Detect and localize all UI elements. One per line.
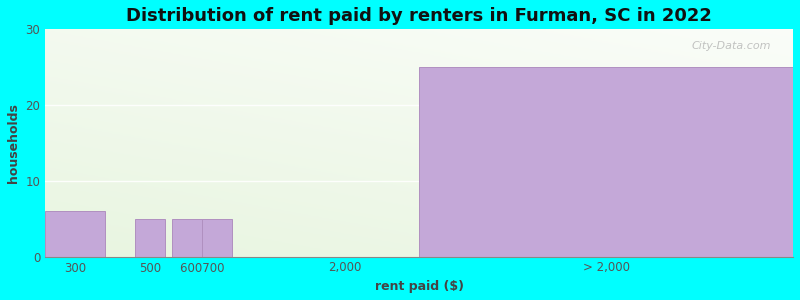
Bar <box>419 67 793 256</box>
Bar <box>202 219 232 256</box>
Y-axis label: households: households <box>7 103 20 183</box>
Bar <box>135 219 165 256</box>
X-axis label: rent paid ($): rent paid ($) <box>374 280 464 293</box>
Title: Distribution of rent paid by renters in Furman, SC in 2022: Distribution of rent paid by renters in … <box>126 7 712 25</box>
Text: City-Data.com: City-Data.com <box>691 40 770 51</box>
Bar <box>172 219 202 256</box>
Bar <box>46 211 105 256</box>
